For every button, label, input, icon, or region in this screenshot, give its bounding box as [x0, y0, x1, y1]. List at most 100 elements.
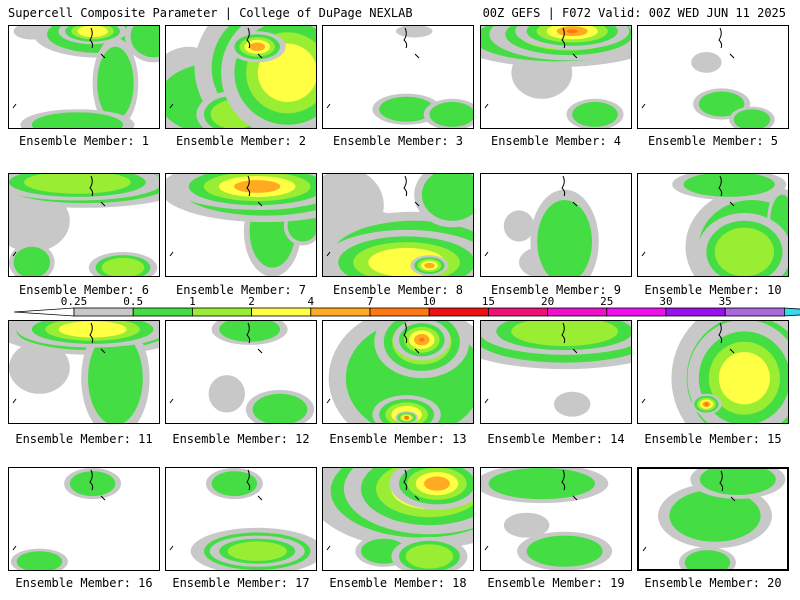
scp-field-map: [326, 26, 473, 128]
ensemble-member-label: Ensemble Member: 18: [329, 576, 467, 590]
scp-contour-level-4: [424, 262, 435, 269]
header-valid-time: 00Z GEFS | F072 Valid: 00Z WED JUN 11 20…: [482, 6, 786, 20]
scp-contour-level-2: [227, 541, 287, 561]
scp-field-map: [484, 175, 599, 276]
scp-contour-level-2: [405, 544, 454, 569]
color-scale-high-arrow: [784, 307, 800, 317]
ensemble-panel-4: [480, 25, 632, 129]
scp-contour-level-1: [211, 471, 258, 497]
coastline-outline: [642, 470, 736, 552]
scp-field-map: [169, 321, 315, 423]
color-scale-low-arrow: [13, 307, 75, 317]
scp-contour-level-1: [252, 393, 308, 423]
scp-contour-level-1: [733, 109, 771, 128]
color-scale-tick-label: 0.5: [123, 295, 144, 308]
coastline-outline: [12, 322, 106, 404]
scp-contour-level-5: [419, 337, 425, 342]
ensemble-panel-14: [480, 320, 632, 424]
scp-contour-level-0: [208, 375, 246, 413]
color-scale-tick-label: 10: [422, 295, 436, 308]
coastline-outline: [12, 469, 106, 551]
color-scale-swatch: [132, 307, 193, 317]
ensemble-member-label: Ensemble Member: 4: [490, 134, 622, 148]
scp-field-map: [641, 174, 788, 276]
scp-contour-level-0: [553, 391, 591, 417]
scp-field-map: [323, 174, 473, 276]
ensemble-member-label: Ensemble Member: 9: [490, 283, 622, 297]
scp-contour-level-1: [537, 200, 592, 276]
color-scale-swatch: [665, 307, 726, 317]
ensemble-member-label: Ensemble Member: 8: [332, 283, 464, 297]
ensemble-member-label: Ensemble Member: 10: [644, 283, 782, 297]
scp-contour-level-1: [488, 468, 595, 500]
scp-contour-level-1: [699, 469, 776, 495]
ensemble-panel-1: [8, 25, 160, 129]
scp-contour-level-4: [233, 180, 281, 193]
scp-field-map: [9, 174, 159, 276]
scp-field-map: [481, 26, 631, 128]
ensemble-member-label: Ensemble Member: 17: [172, 576, 310, 590]
ensemble-panel-12: [165, 320, 317, 424]
ensemble-member-label: Ensemble Member: 19: [487, 576, 625, 590]
ensemble-panel-18: [322, 467, 474, 571]
ensemble-member-label: Ensemble Member: 16: [15, 576, 153, 590]
ensemble-panel-16: [8, 467, 160, 571]
coastline-outline: [641, 175, 735, 257]
color-scale-swatch: [310, 307, 371, 317]
scp-contour-level-0: [9, 341, 70, 394]
scp-contour-level-5: [566, 29, 578, 34]
ensemble-member-label: Ensemble Member: 2: [175, 134, 307, 148]
scp-contour-level-2: [511, 321, 618, 346]
ensemble-member-label: Ensemble Member: 1: [18, 134, 150, 148]
ensemble-member-label: Ensemble Member: 11: [15, 432, 153, 446]
color-scale-tick-label: 7: [366, 295, 374, 308]
scp-contour-level-1: [526, 535, 603, 567]
scp-contour-level-4: [249, 42, 265, 52]
ensemble-panel-13: [322, 320, 474, 424]
ensemble-member-label: Ensemble Member: 12: [172, 432, 310, 446]
scp-contour-level-5: [404, 415, 409, 420]
color-scale-tick-label: 20: [540, 295, 555, 308]
color-scale-swatch: [487, 307, 548, 317]
scp-field-map: [642, 469, 786, 569]
ensemble-member-label: Ensemble Member: 13: [329, 432, 467, 446]
scp-contour-level-1: [379, 96, 434, 122]
scp-field-map: [641, 321, 788, 423]
color-scale-swatch: [191, 307, 252, 317]
scp-contour-level-3: [718, 351, 770, 405]
scp-contour-level-1: [219, 321, 280, 342]
scp-contour-level-2: [101, 257, 145, 276]
color-scale-tick-label: 25: [600, 295, 614, 308]
color-scale-tick-label: 2: [248, 295, 255, 308]
scp-field-map: [481, 321, 631, 417]
scp-field-map: [169, 468, 316, 570]
scp-contour-level-1: [97, 46, 134, 120]
color-scale-swatch: [724, 307, 785, 317]
scp-contour-level-1: [421, 174, 473, 221]
color-scale-tick-label: 30: [659, 295, 673, 308]
scp-contour-level-1: [69, 471, 116, 497]
coastline-outline: [326, 469, 420, 551]
coastline-outline: [12, 175, 106, 257]
ensemble-member-label: Ensemble Member: 7: [175, 283, 307, 297]
color-scale-tick-label: 15: [481, 295, 496, 308]
color-scale-bar: [13, 307, 800, 317]
ensemble-panel-2: [165, 25, 317, 129]
scp-field-map: [166, 174, 316, 276]
ensemble-panel-15: [637, 320, 789, 424]
ensemble-member-label: Ensemble Member: 3: [332, 134, 464, 148]
coastline-outline: [326, 175, 420, 257]
header-title: Supercell Composite Parameter | College …: [8, 6, 413, 20]
scp-field-map: [10, 468, 122, 570]
coastline-outline: [12, 27, 106, 109]
scp-contour-level-1: [88, 331, 143, 423]
scp-contour-level-1: [13, 246, 51, 276]
ensemble-panel-6: [8, 173, 160, 277]
scp-field-map: [166, 26, 316, 128]
scp-field-map: [641, 27, 775, 128]
scp-contour-level-1: [572, 101, 618, 127]
scp-contour-level-1: [130, 26, 159, 58]
color-scale-swatch: [606, 307, 667, 317]
ensemble-panel-19: [480, 467, 632, 571]
scp-contour-level-2: [714, 227, 775, 276]
